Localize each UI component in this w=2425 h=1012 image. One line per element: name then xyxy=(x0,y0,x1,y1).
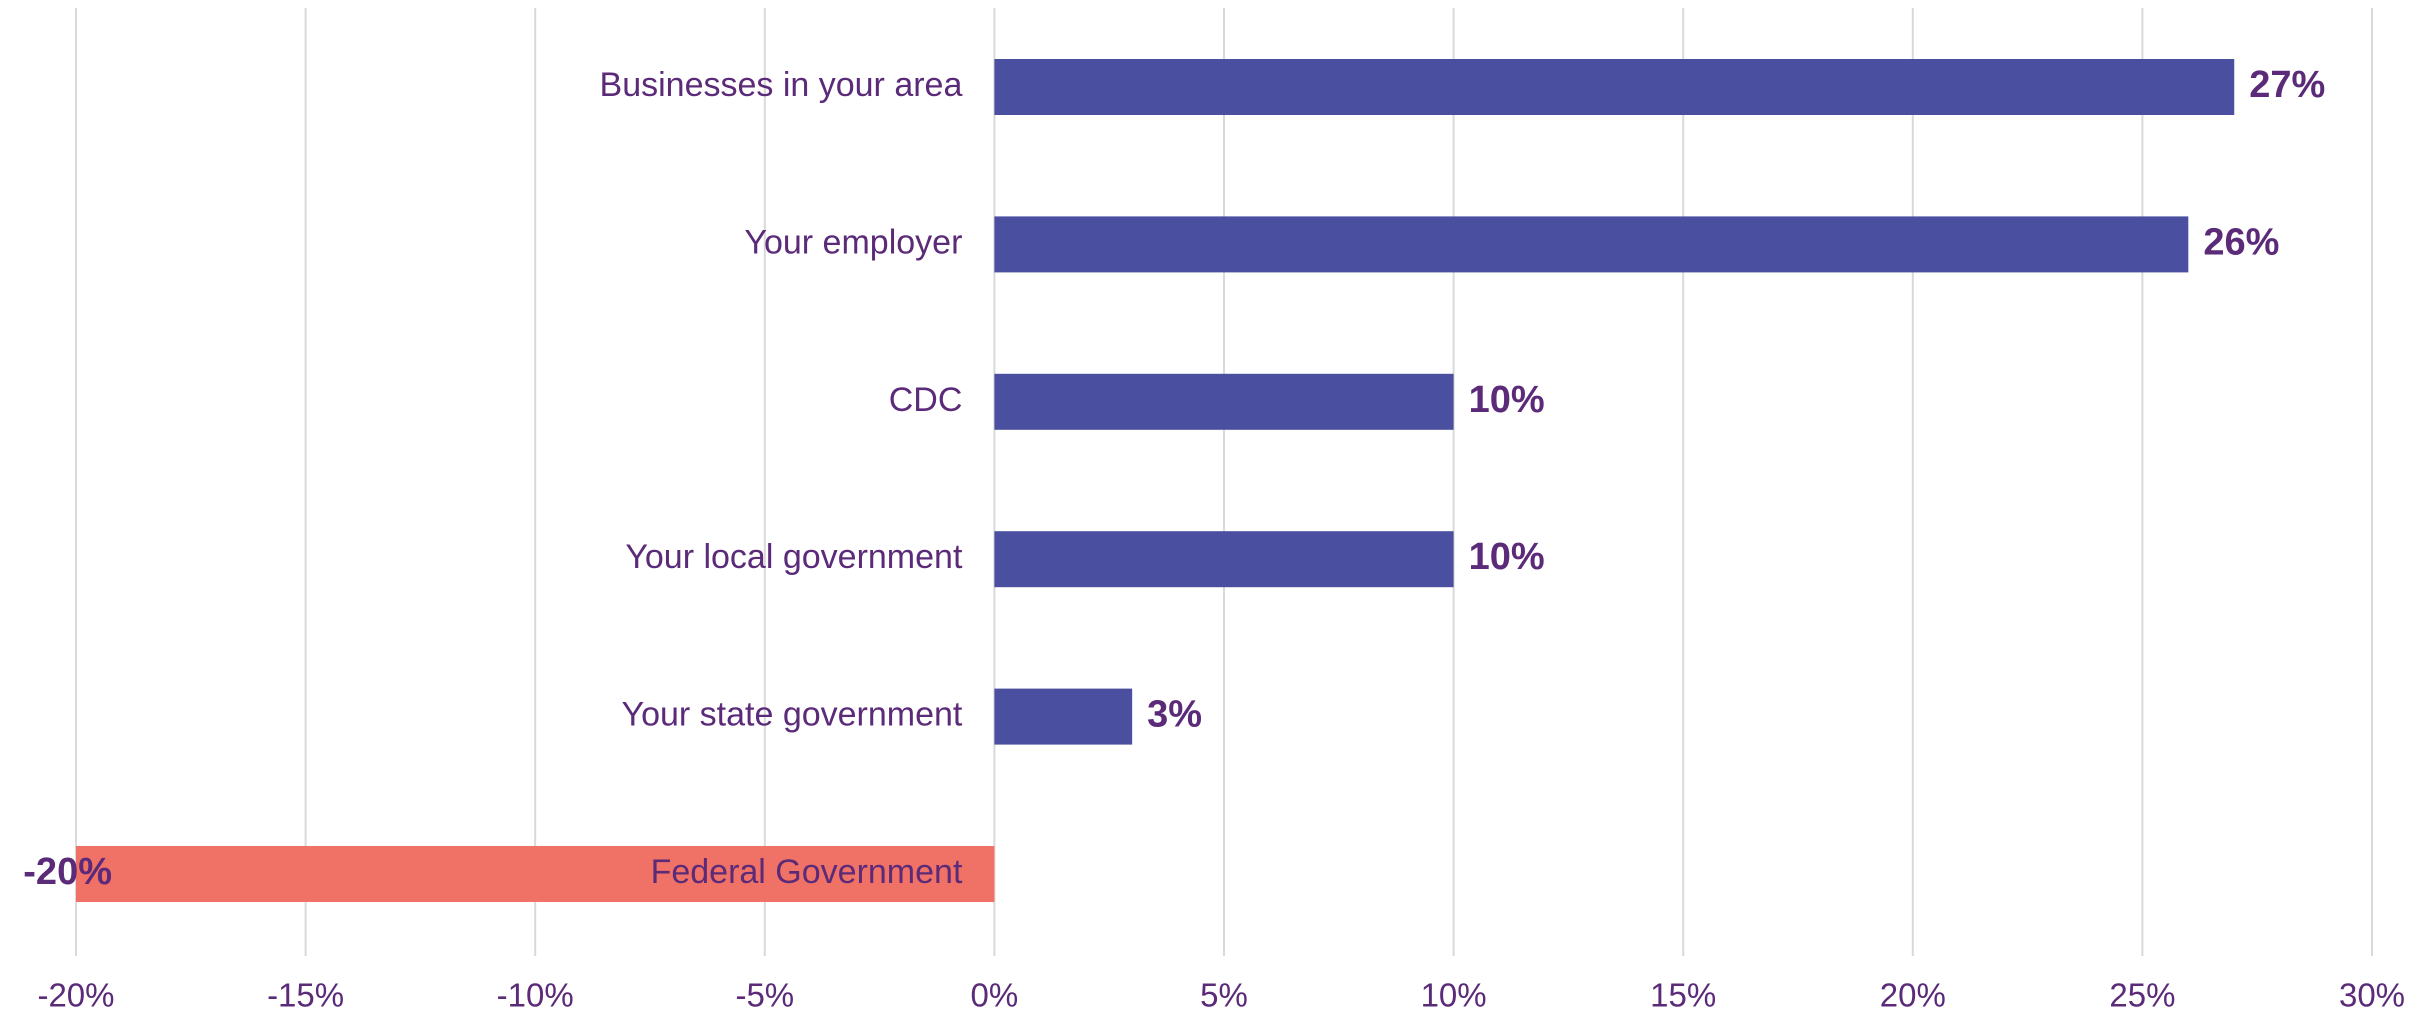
bar xyxy=(994,216,2189,273)
category-label: CDC xyxy=(889,381,963,419)
bar xyxy=(994,59,2235,115)
x-tick-label: 25% xyxy=(2109,977,2175,1012)
x-tick-label: 10% xyxy=(1421,977,1487,1012)
category-label: Your state government xyxy=(622,696,963,734)
x-tick-label: 5% xyxy=(1200,977,1248,1012)
x-tick-label: 0% xyxy=(971,977,1019,1012)
bar xyxy=(994,688,1133,745)
value-label: 3% xyxy=(1147,694,1202,736)
bar xyxy=(76,846,995,902)
bar xyxy=(994,373,1454,430)
x-tick-label: -5% xyxy=(735,977,794,1012)
value-label: -20% xyxy=(23,851,112,893)
value-label: 10% xyxy=(1469,379,1545,421)
category-label: Businesses in your area xyxy=(600,66,963,104)
bar xyxy=(994,531,1454,588)
x-tick-label: -20% xyxy=(37,977,114,1012)
x-tick-label: 20% xyxy=(1880,977,1946,1012)
value-label: 26% xyxy=(2203,221,2279,263)
x-tick-label: -10% xyxy=(497,977,574,1012)
x-tick-label: 15% xyxy=(1650,977,1716,1012)
value-label: 10% xyxy=(1469,536,1545,578)
category-label: Your employer xyxy=(744,223,962,261)
x-tick-label: -15% xyxy=(267,977,344,1012)
category-label: Your local government xyxy=(625,538,963,576)
category-label: Federal Government xyxy=(651,853,963,891)
value-label: 27% xyxy=(2249,64,2325,106)
x-tick-label: 30% xyxy=(2339,977,2405,1012)
